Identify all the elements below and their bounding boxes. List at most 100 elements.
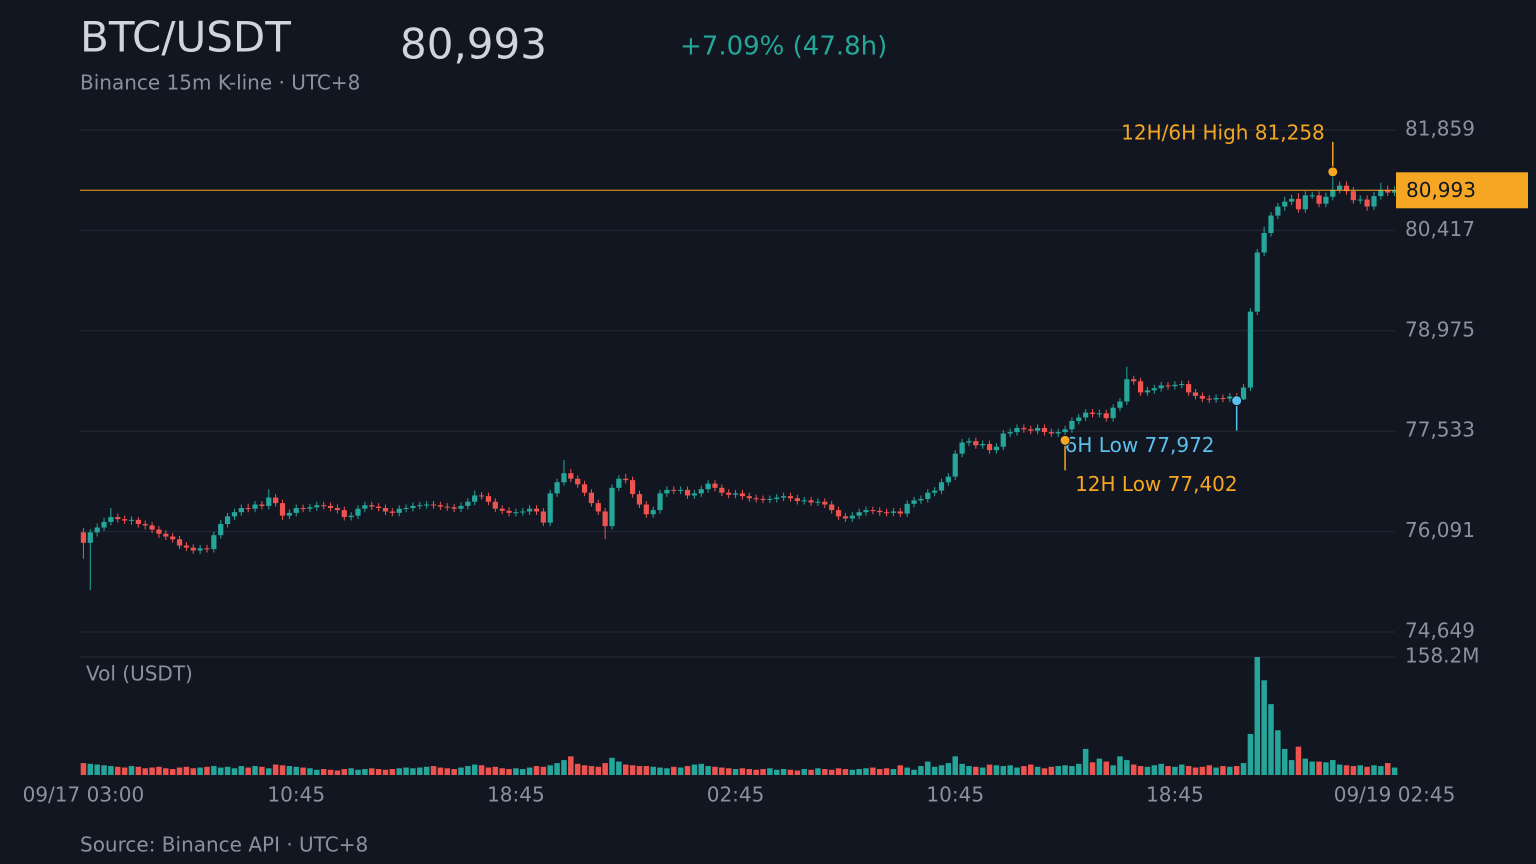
candle-body — [451, 507, 457, 509]
volume-bar — [801, 769, 807, 775]
volume-bar — [1110, 765, 1116, 775]
candle-body — [266, 497, 272, 506]
volume-bar — [231, 768, 238, 775]
volume-bar — [320, 769, 327, 775]
candle-body — [520, 511, 526, 513]
candle-body — [636, 494, 643, 505]
volume-bar — [1103, 761, 1110, 775]
volume-bar — [1336, 764, 1343, 775]
x-tick-label: 02:45 — [707, 783, 765, 807]
candle-body — [478, 495, 485, 497]
candle-body — [1391, 190, 1398, 193]
volume-bar — [355, 769, 361, 775]
volume-bar — [1000, 766, 1007, 775]
candle-body — [794, 498, 800, 502]
volume-bar — [1034, 766, 1041, 775]
candle-body — [993, 446, 1000, 451]
volume-bar — [135, 766, 142, 775]
candle-body — [259, 504, 265, 506]
candle-body — [719, 487, 725, 493]
last-price-tag-label: 80,993 — [1406, 178, 1476, 202]
volume-bar — [787, 769, 794, 775]
chart-title: BTC/USDT — [80, 13, 291, 62]
volume-bar — [149, 767, 155, 775]
candle-body — [1385, 189, 1391, 193]
candle-body — [1309, 195, 1315, 197]
volume-bar — [334, 770, 341, 775]
y-tick-label: 76,091 — [1405, 518, 1475, 542]
candle-body — [245, 507, 251, 509]
volume-bar — [259, 766, 265, 775]
annotation-label: 6H Low 77,972 — [1065, 433, 1215, 457]
candle-body — [1083, 412, 1089, 418]
volume-bar — [169, 769, 176, 775]
volume-bar — [94, 764, 100, 775]
volume-bar — [698, 763, 704, 775]
volume-bar — [266, 768, 272, 775]
volume-bar — [911, 769, 917, 775]
candle-body — [122, 519, 128, 521]
x-tick-label: 18:45 — [1146, 783, 1204, 807]
volume-bar — [217, 767, 224, 775]
volume-bar — [1192, 767, 1199, 775]
candle-body — [705, 483, 711, 490]
volume-bar — [719, 767, 725, 775]
candle-body — [822, 501, 828, 505]
candle-body — [485, 496, 492, 502]
x-tick-label: 18:45 — [487, 783, 545, 807]
volume-bar — [938, 765, 945, 775]
volume-bar — [176, 767, 183, 775]
volume-bar — [197, 767, 203, 775]
candle-body — [938, 482, 945, 491]
candle-body — [348, 515, 354, 518]
candle-body — [808, 500, 814, 503]
candle-body — [760, 498, 766, 500]
candle-body — [1302, 195, 1308, 210]
volume-bar — [712, 766, 718, 775]
volume-bar — [1323, 762, 1329, 775]
candle-body — [561, 473, 567, 483]
candle-body — [1158, 385, 1164, 389]
candle-body — [767, 498, 773, 500]
candle-body — [883, 512, 890, 514]
volume-label: Vol (USDT) — [86, 662, 193, 686]
candle-body — [1275, 206, 1281, 216]
volume-bar — [1137, 766, 1144, 775]
candle-body — [1227, 396, 1233, 399]
candle-body — [1220, 397, 1226, 399]
candle-body — [602, 511, 608, 527]
x-tick-label: 09/19 02:45 — [1334, 783, 1456, 807]
candle-body — [781, 496, 787, 498]
volume-bar — [945, 763, 952, 775]
candle-body — [1069, 420, 1075, 430]
candle-body — [170, 536, 176, 540]
candle-body — [1268, 215, 1274, 233]
candle-body — [1337, 185, 1343, 190]
volume-bar — [1206, 765, 1212, 775]
volume-bar — [1185, 766, 1192, 775]
volume-bar — [1027, 764, 1034, 775]
volume-bar — [835, 768, 842, 775]
volume-bar — [1330, 760, 1336, 775]
volume-bar — [966, 766, 972, 775]
volume-bar — [1172, 766, 1178, 775]
candle-body — [568, 473, 574, 479]
volume-bar — [396, 768, 402, 775]
volume-bar — [753, 769, 759, 775]
last-price-tag — [1396, 172, 1528, 209]
candle-body — [1110, 407, 1116, 419]
candle-body — [1076, 417, 1082, 421]
candle-body — [1179, 384, 1185, 386]
candle-body — [986, 443, 993, 451]
candle-body — [787, 496, 794, 499]
candle-body — [128, 519, 135, 521]
candle-body — [1186, 384, 1192, 393]
volume-bar — [1350, 766, 1357, 775]
candle-body — [437, 505, 443, 507]
volume-bar — [1199, 766, 1206, 775]
candle-body — [362, 505, 368, 509]
volume-bar — [417, 767, 423, 775]
volume-bar — [471, 764, 478, 775]
candle-body — [1055, 432, 1061, 434]
volume-bar — [1302, 758, 1309, 775]
